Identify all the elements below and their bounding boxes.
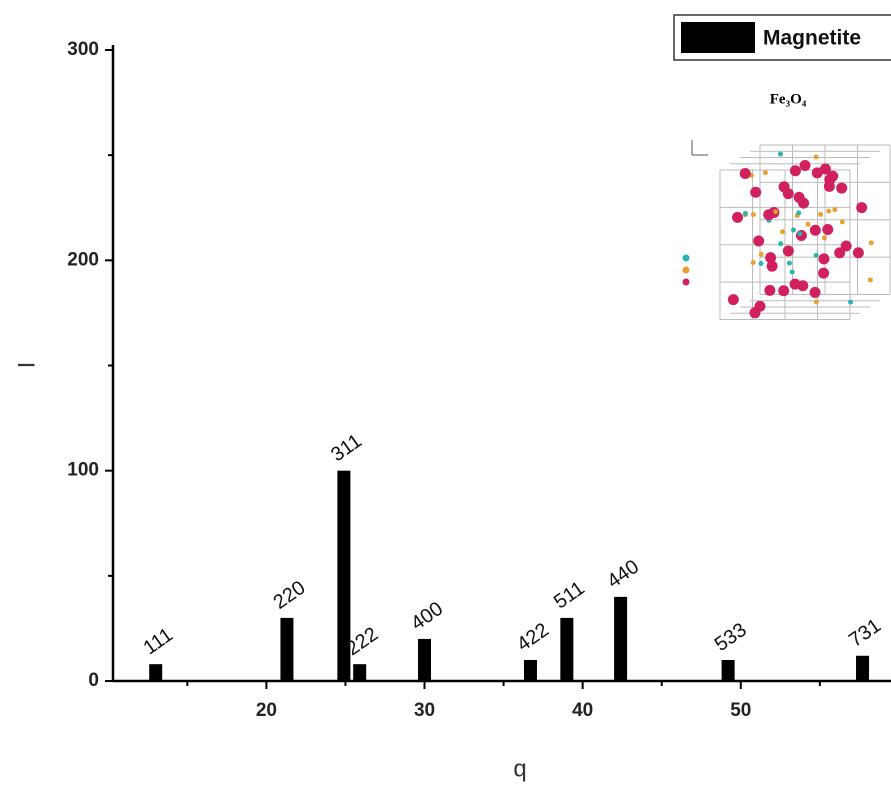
atom [739, 168, 751, 180]
y-tick-label: 200 [67, 249, 99, 270]
atom [778, 241, 784, 247]
atom [772, 209, 778, 215]
y-axis-label: I [13, 362, 40, 369]
atom [764, 284, 776, 296]
atom [753, 235, 765, 247]
atom [778, 285, 790, 297]
bar [418, 638, 432, 681]
bar [337, 470, 351, 681]
atom [852, 247, 864, 259]
peak-label: 731 [845, 615, 885, 652]
atom [821, 235, 827, 241]
peak-label: 311 [327, 430, 366, 466]
y-tick-label: 300 [67, 39, 99, 60]
bar [721, 659, 735, 681]
atom [762, 170, 768, 176]
atom [749, 307, 761, 319]
bar [280, 617, 294, 681]
peak-label: 533 [711, 619, 751, 656]
atom [782, 188, 794, 200]
bar [149, 664, 163, 681]
atom [727, 294, 739, 306]
atom [797, 280, 809, 292]
peak-label: 511 [550, 577, 589, 613]
atom [832, 207, 838, 213]
atom [750, 259, 756, 265]
inset-key [682, 278, 690, 286]
crystal-inset: Fe₃O₄ [682, 91, 891, 320]
bar [353, 664, 367, 681]
legend-label: Magnetite [763, 27, 861, 50]
atom [809, 224, 821, 236]
atom [813, 299, 819, 305]
x-tick-label: 20 [256, 700, 277, 721]
peak-label: 111 [140, 624, 178, 659]
inset-key [682, 254, 690, 262]
bar [523, 659, 537, 681]
atom [848, 299, 854, 305]
atom [786, 260, 792, 266]
atom [798, 197, 810, 209]
atom [750, 186, 762, 198]
atom [868, 240, 874, 246]
atom [789, 269, 795, 275]
atom [763, 209, 775, 221]
atom [750, 212, 756, 218]
bar [614, 596, 628, 681]
atom [766, 260, 778, 272]
peak-label: 400 [407, 598, 447, 635]
atom [732, 211, 744, 223]
atom [834, 247, 846, 259]
atom [790, 227, 796, 233]
x-tick-label: 50 [730, 700, 751, 721]
atom [777, 151, 783, 157]
atom [782, 245, 794, 257]
atom [789, 165, 801, 177]
atom [818, 267, 830, 279]
peak-label: 440 [603, 556, 643, 593]
atom [796, 210, 802, 216]
atom [826, 208, 832, 214]
atom [765, 252, 777, 264]
atom [742, 210, 748, 216]
x-axis-label: q [513, 755, 526, 782]
atom [758, 261, 764, 267]
atom [818, 211, 824, 217]
atom [758, 251, 764, 257]
atom [799, 160, 811, 172]
atom [836, 182, 848, 194]
x-tick-label: 40 [572, 700, 593, 721]
atom [779, 229, 785, 235]
atom [823, 180, 835, 192]
bar [856, 655, 870, 681]
atom [827, 170, 839, 182]
atom [818, 253, 830, 265]
peak-label: 422 [513, 619, 553, 656]
inset-title: Fe₃O₄ [770, 91, 807, 107]
atom [822, 223, 834, 235]
atom [840, 240, 852, 252]
bar [560, 617, 574, 681]
atom [813, 154, 819, 160]
legend-swatch [681, 22, 755, 53]
peak-label: 220 [270, 577, 310, 614]
atom [856, 202, 868, 214]
inset-key [682, 266, 690, 274]
atom [811, 167, 823, 179]
atom [813, 252, 819, 258]
atom [797, 231, 803, 237]
atom [805, 221, 811, 227]
atom [839, 219, 845, 225]
atom [809, 286, 821, 298]
atom [867, 277, 873, 283]
y-tick-label: 100 [67, 460, 99, 481]
x-tick-label: 30 [414, 700, 435, 721]
atom [819, 163, 831, 175]
y-tick-label: 0 [88, 670, 99, 691]
